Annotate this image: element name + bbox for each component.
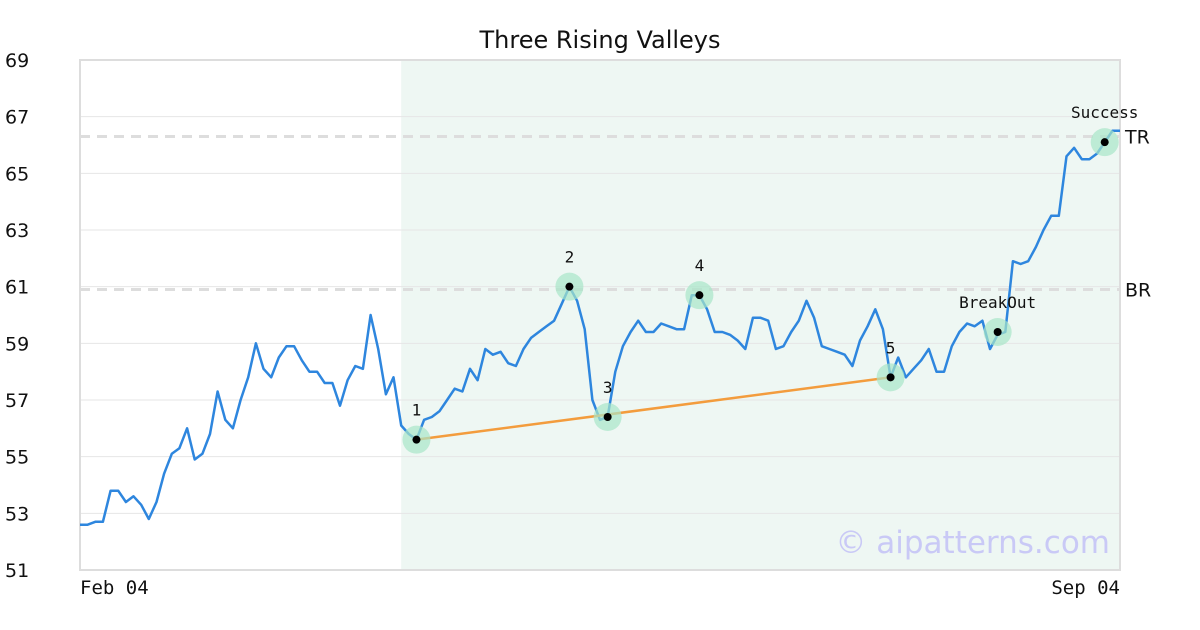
y-tick-label: 63 bbox=[5, 220, 29, 242]
y-tick-label: 65 bbox=[5, 163, 29, 185]
pattern-point-label: BreakOut bbox=[959, 293, 1036, 312]
y-tick-label: 57 bbox=[5, 390, 29, 412]
pattern-point-breakout: BreakOut bbox=[959, 293, 1036, 346]
pattern-point-markers: 1 2 3 4 5 BreakOut Success bbox=[402, 103, 1138, 454]
watermark-text: © aipatterns.com bbox=[835, 525, 1110, 561]
pattern-point-1: 1 bbox=[402, 401, 431, 454]
x-axis-tick-labels: Feb 04 Sep 04 bbox=[80, 577, 1120, 599]
marker-dot bbox=[695, 291, 704, 300]
valley-trendline bbox=[416, 376, 891, 441]
pattern-point-4: 4 bbox=[685, 256, 714, 310]
pattern-point-label: 2 bbox=[565, 248, 575, 267]
marker-dot bbox=[886, 373, 895, 382]
chart-title: Three Rising Valleys bbox=[478, 26, 720, 54]
y-axis-tick-labels: 51 53 55 57 59 61 63 65 67 69 bbox=[5, 50, 29, 582]
pattern-point-5: 5 bbox=[876, 338, 905, 392]
pattern-point-2: 2 bbox=[555, 248, 584, 301]
level-label: BR bbox=[1125, 280, 1151, 302]
y-tick-label: 51 bbox=[5, 560, 29, 582]
marker-dot bbox=[565, 282, 574, 291]
pattern-shaded-region bbox=[401, 60, 1120, 570]
x-tick-label: Feb 04 bbox=[80, 577, 149, 599]
y-tick-label: 61 bbox=[5, 277, 29, 299]
y-tick-label: 55 bbox=[5, 447, 29, 469]
pattern-point-label: 3 bbox=[603, 378, 613, 397]
pattern-point-success: Success bbox=[1071, 103, 1138, 157]
x-tick-label: Sep 04 bbox=[1051, 577, 1120, 599]
marker-dot bbox=[603, 413, 612, 421]
level-label: TR bbox=[1124, 127, 1150, 149]
level-lines: TR BR bbox=[80, 127, 1151, 302]
marker-dot bbox=[1100, 138, 1109, 147]
pattern-point-3: 3 bbox=[593, 378, 622, 431]
pattern-point-label: 5 bbox=[886, 338, 896, 357]
marker-dot bbox=[412, 435, 421, 444]
y-tick-label: 53 bbox=[5, 503, 29, 525]
y-tick-label: 69 bbox=[5, 50, 29, 72]
y-tick-label: 59 bbox=[5, 333, 29, 355]
y-tick-label: 67 bbox=[5, 107, 29, 129]
plot-frame bbox=[79, 59, 1121, 571]
marker-dot bbox=[993, 328, 1002, 336]
pattern-point-label: 4 bbox=[695, 256, 705, 275]
pattern-point-label: 1 bbox=[412, 401, 422, 420]
pattern-point-label: Success bbox=[1071, 103, 1138, 122]
